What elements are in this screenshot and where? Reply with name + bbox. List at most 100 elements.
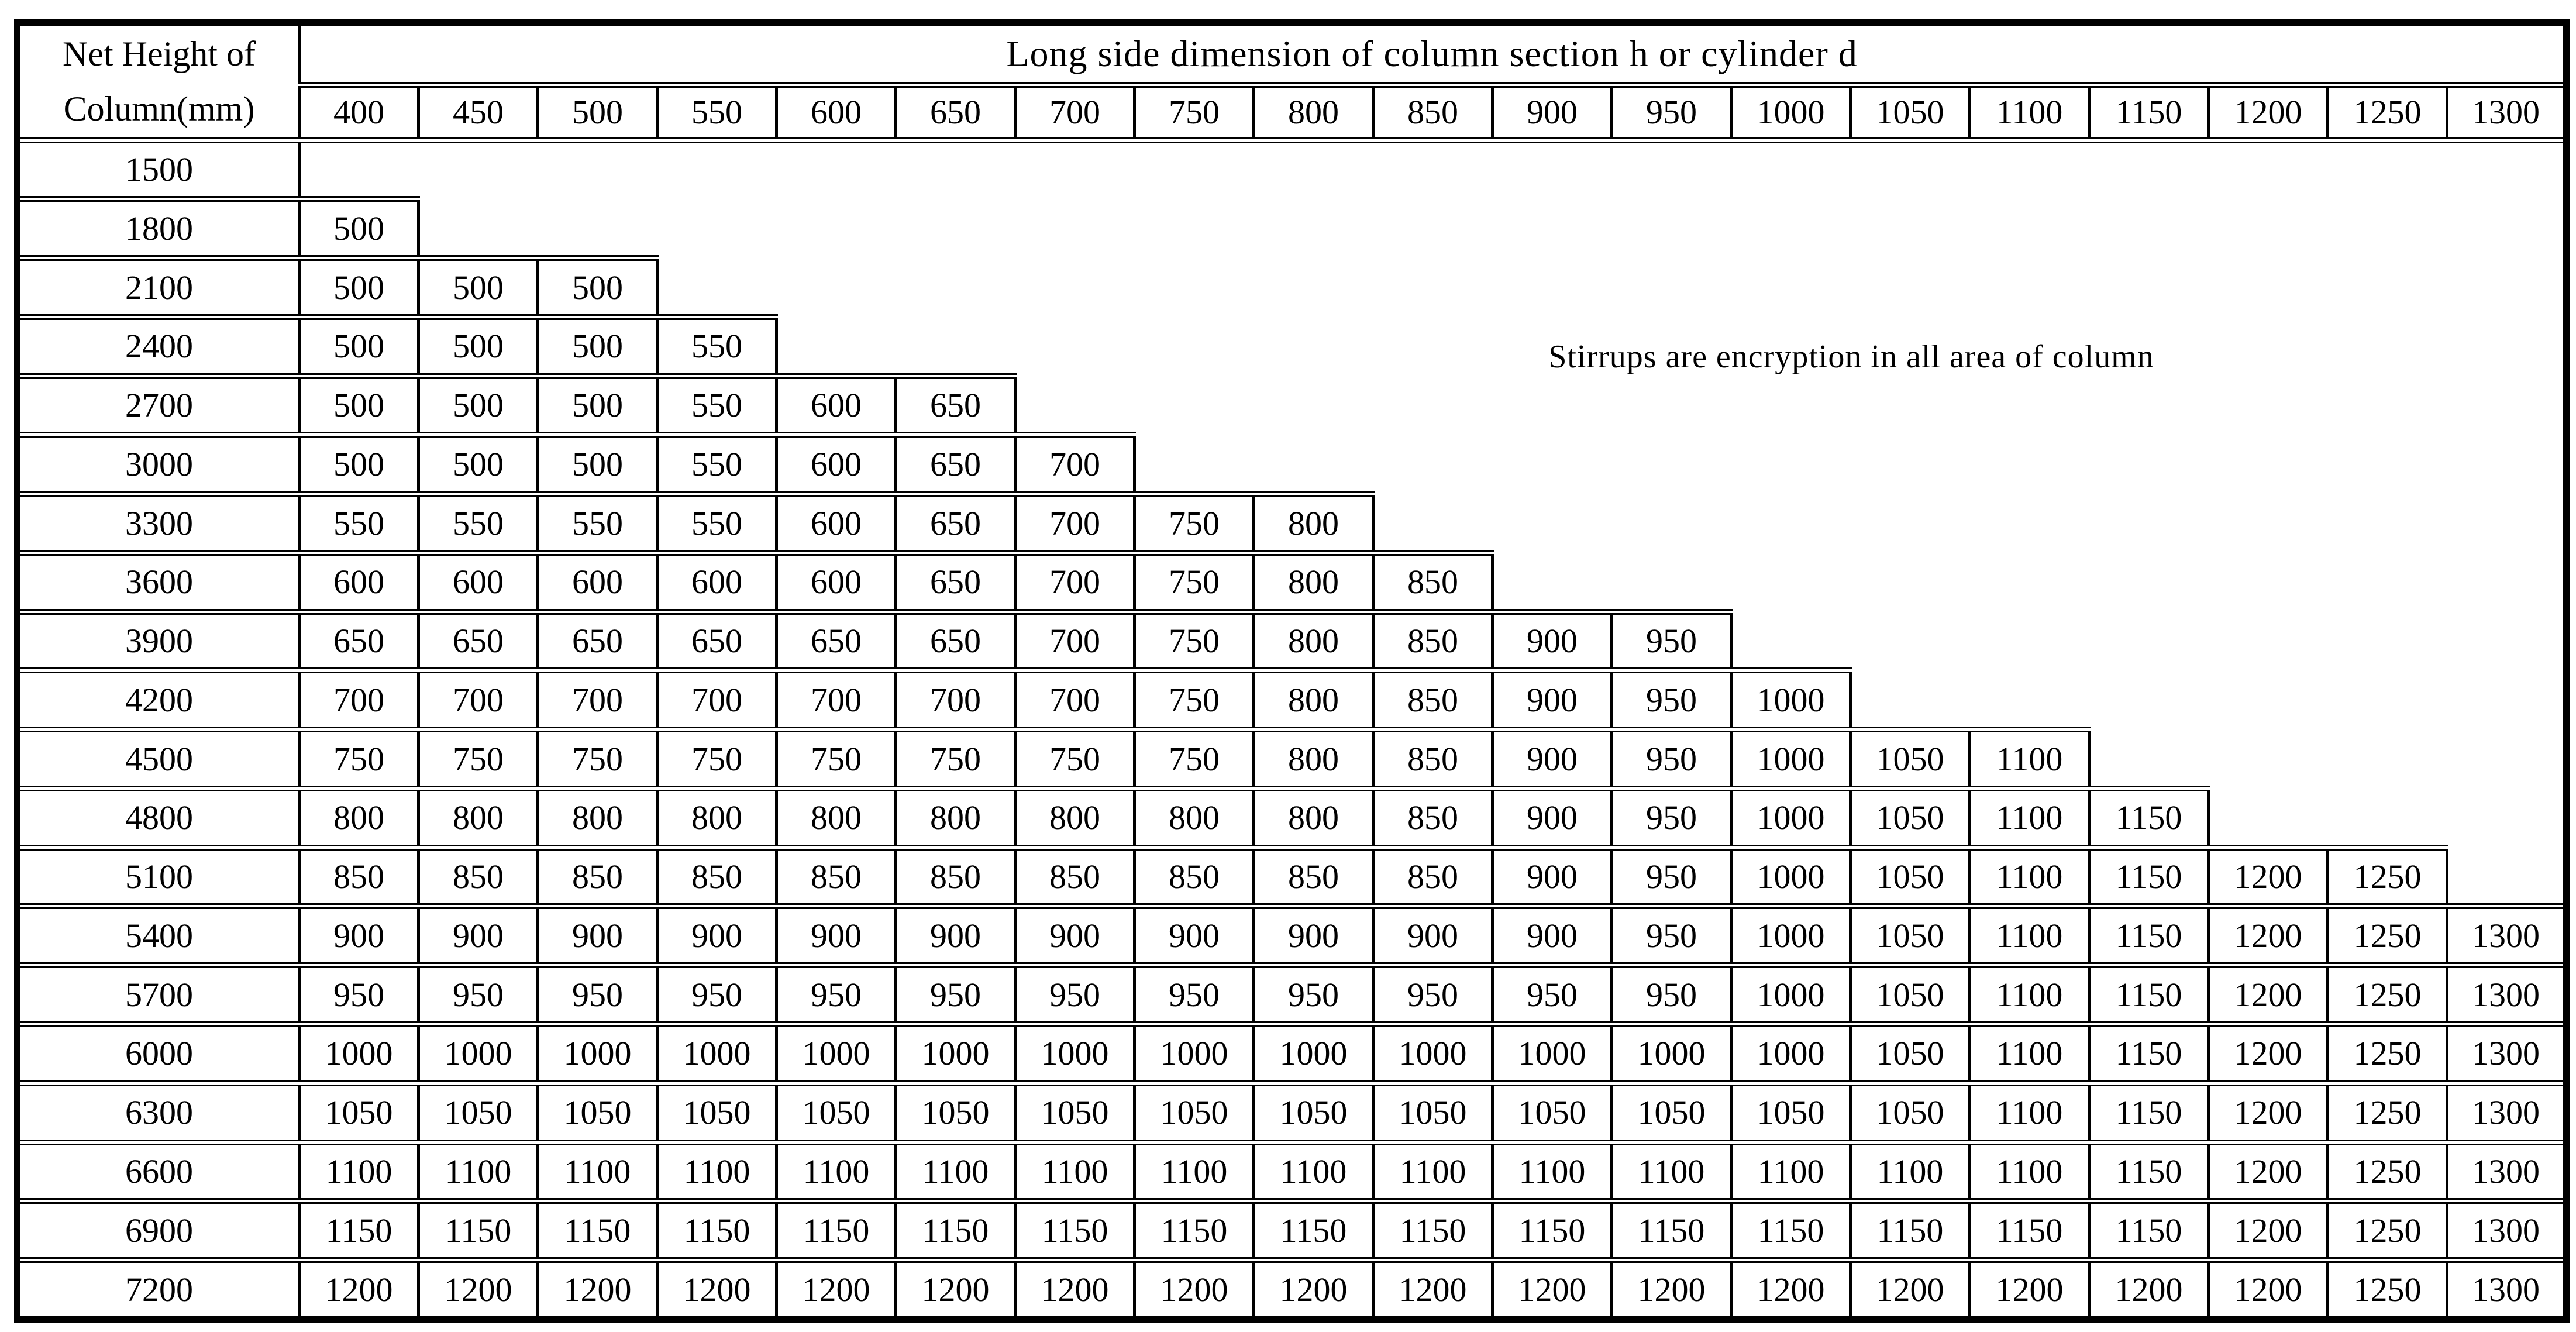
value-cell: 750: [775, 727, 897, 791]
value-cell: 850: [1372, 549, 1494, 615]
value-cell: 1150: [1252, 1198, 1375, 1264]
value-cell: 800: [1252, 608, 1375, 674]
table-row: 2400 500 500 500 550: [16, 314, 2567, 379]
table-row: 4500 750 750 750 750 750 750 750 750 800 850 900 950…: [16, 727, 2567, 791]
value-cell: 850: [894, 844, 1017, 910]
value-cell: 700: [1014, 432, 1136, 497]
value-cell: 1200: [1252, 1257, 1375, 1323]
value-cell: 800: [1014, 785, 1136, 851]
value-cell: 900: [1491, 903, 1613, 969]
empty-region-cell: [1850, 670, 2567, 730]
corner-header-line2: Column(mm): [63, 90, 255, 129]
value-cell: 1000: [1730, 1021, 1852, 1086]
value-cell: 1050: [656, 1080, 778, 1145]
value-cell: 1050: [1133, 1080, 1255, 1145]
value-cell: 1050: [1849, 844, 1971, 910]
empty-region-cell: [1015, 376, 2567, 435]
row-label-cell: 2700: [16, 373, 301, 438]
value-cell: 1000: [1014, 1021, 1136, 1086]
value-cell: 1200: [2207, 903, 2329, 969]
value-cell: 500: [417, 314, 539, 379]
column-header-cell: 750: [1133, 81, 1255, 143]
table-row: 3600 600 600 600 600 600 650 700 750 800 850: [16, 549, 2567, 615]
value-cell: 1150: [2088, 1021, 2210, 1086]
value-cell: 1200: [2088, 1257, 2210, 1323]
value-cell: 950: [1610, 785, 1733, 851]
column-header-cell: 850: [1372, 81, 1494, 143]
value-cell: 1150: [417, 1198, 539, 1264]
column-header-cell: 700: [1014, 81, 1136, 143]
value-cell: 1050: [1730, 1080, 1852, 1145]
row-label-cell: 5100: [16, 844, 301, 910]
value-cell: 700: [1014, 549, 1136, 615]
column-header-cell: 600: [775, 81, 897, 143]
value-cell: 1150: [1730, 1198, 1852, 1264]
value-cell: 1200: [2207, 1257, 2329, 1323]
value-cell: 1150: [298, 1198, 420, 1264]
value-cell: 1000: [775, 1021, 897, 1086]
value-cell: 600: [775, 373, 897, 438]
value-cell: 700: [1014, 491, 1136, 556]
value-cell: 950: [1372, 962, 1494, 1027]
value-cell: 850: [1014, 844, 1136, 910]
value-cell: 850: [1372, 608, 1494, 674]
column-header-cell: 500: [536, 81, 659, 143]
empty-region-cell: [776, 316, 2567, 376]
table-row: 6300 1050 1050 1050 1050 1050 1050 1050 1050 1050…: [16, 1080, 2568, 1145]
value-cell: 900: [1491, 727, 1613, 791]
value-cell: 1250: [2326, 1198, 2448, 1264]
value-cell: 1150: [1849, 1198, 1971, 1264]
value-cell: 850: [775, 844, 897, 910]
value-cell: 900: [1372, 903, 1494, 969]
value-cell: 750: [1133, 491, 1255, 556]
row-label-cell: 3300: [16, 491, 301, 556]
empty-region-cell: [657, 258, 2567, 317]
value-cell: 900: [656, 903, 778, 969]
value-cell: 1100: [1014, 1139, 1136, 1204]
row-label-cell: 2100: [16, 255, 301, 320]
value-cell: 750: [1014, 727, 1136, 791]
empty-region-cell: [418, 199, 2567, 259]
table-row: 2100 500 500 500: [16, 255, 2567, 320]
row-label-cell: 7200: [16, 1257, 301, 1323]
value-cell: 500: [298, 196, 420, 261]
stirrup-dimension-table-container: Net Height of Column(mm) Long side dimen…: [14, 19, 2570, 1324]
value-cell: 950: [1610, 903, 1733, 969]
value-cell: 650: [894, 373, 1017, 438]
value-cell: 950: [894, 962, 1017, 1027]
row-label-cell: 3600: [16, 549, 301, 615]
value-cell: 800: [1252, 667, 1375, 733]
value-cell: 800: [1252, 491, 1375, 556]
value-cell: 650: [894, 432, 1017, 497]
value-cell: 1000: [1730, 785, 1852, 851]
value-cell: 1050: [1849, 1080, 1971, 1145]
table-row: 5700 950 950 950 950 950 950 950 950 950 950 950 950…: [16, 962, 2568, 1027]
value-cell: 700: [298, 667, 420, 733]
column-header-cell: 400: [298, 81, 420, 143]
value-cell: 1000: [1730, 962, 1852, 1027]
value-cell: 1300: [2445, 1021, 2568, 1086]
value-cell: 950: [1610, 608, 1733, 674]
value-cell: 900: [1014, 903, 1136, 969]
value-cell: 650: [894, 608, 1017, 674]
value-cell: 1200: [1014, 1257, 1136, 1323]
table-body: 1500 1800 500 2100 500 500 500 2400 500 500 500 550…: [16, 137, 2568, 1323]
value-cell: 1050: [1491, 1080, 1613, 1145]
empty-region-cell: [1373, 494, 2567, 553]
table-row: 3300 550 550 550 550 600 650 700 750 800: [16, 491, 2567, 556]
value-cell: 1200: [1849, 1257, 1971, 1323]
value-cell: 1100: [1849, 1139, 1971, 1204]
value-cell: 1100: [1968, 785, 2091, 851]
value-cell: 1000: [417, 1021, 539, 1086]
value-cell: 850: [298, 844, 420, 910]
value-cell: 700: [775, 667, 897, 733]
value-cell: 1150: [1491, 1198, 1613, 1264]
value-cell: 950: [1610, 962, 1733, 1027]
value-cell: 900: [298, 903, 420, 969]
value-cell: 1250: [2326, 1257, 2448, 1323]
value-cell: 1000: [1252, 1021, 1375, 1086]
column-header-cell: 1100: [1968, 81, 2091, 143]
empty-region-cell: [2447, 847, 2567, 907]
value-cell: 1050: [1610, 1080, 1733, 1145]
column-header-cell: 1250: [2326, 81, 2448, 143]
